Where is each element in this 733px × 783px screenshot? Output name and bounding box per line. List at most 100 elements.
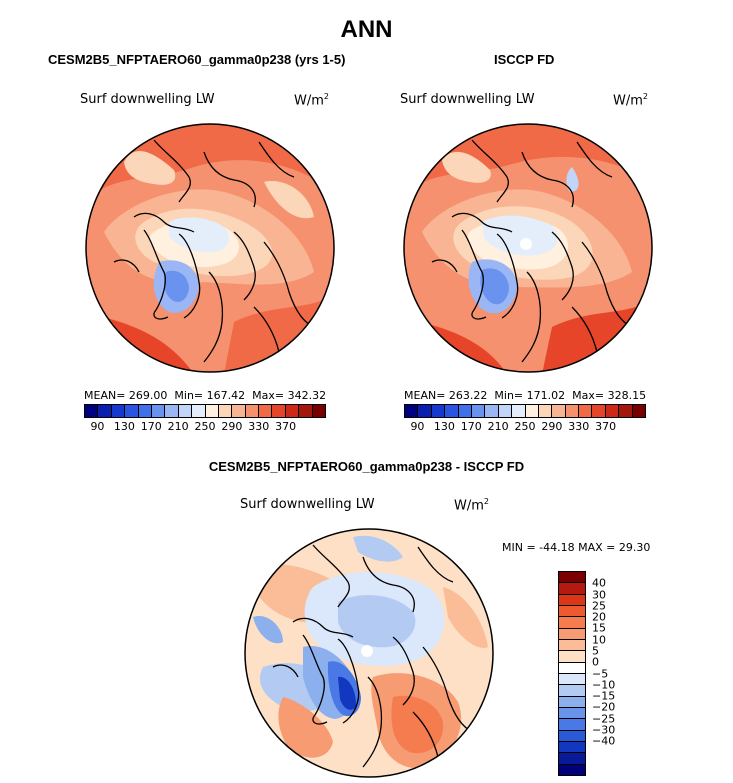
diff-minmax: MIN = -44.18 MAX = 29.30	[502, 541, 651, 554]
model-colorbar-swatch	[178, 405, 193, 417]
obs-colorbar-swatch	[445, 405, 459, 417]
diff-colorbar-swatch	[559, 617, 585, 629]
obs-colorbar-swatch	[471, 405, 486, 417]
obs-colorbar-swatch	[498, 405, 513, 417]
obs-colorbar-tick-label: 170	[460, 420, 482, 433]
obs-colorbar-tick-label: 290	[541, 420, 563, 433]
diff-colorbar-tick-label: −15	[592, 689, 616, 703]
diff-colorbar	[558, 571, 586, 776]
diff-colorbar-swatch	[559, 628, 585, 640]
model-units-label: W/m2	[294, 92, 329, 109]
diff-polar-map	[244, 528, 494, 778]
model-colorbar-swatch	[111, 405, 126, 417]
obs-stats: MEAN= 263.22 Min= 171.02 Max= 328.15	[404, 389, 647, 402]
obs-polar-map	[403, 123, 653, 373]
obs-colorbar-swatch	[418, 405, 432, 417]
model-colorbar-tick-label: 170	[140, 420, 162, 433]
diff-colorbar-swatch	[559, 730, 585, 742]
diff-colorbar-tick-label: 10	[592, 633, 606, 647]
diff-colorbar-tick-label: −25	[592, 712, 616, 726]
obs-units-label: W/m2	[613, 92, 648, 109]
diff-units-label: W/m2	[454, 497, 489, 514]
obs-colorbar-tick-label: 130	[433, 420, 455, 433]
diff-colorbar-swatch	[559, 707, 585, 720]
obs-colorbar-swatch	[552, 405, 566, 417]
diff-colorbar-swatch	[559, 594, 585, 606]
diff-colorbar-tick-label: 20	[592, 610, 606, 624]
model-panel-title: CESM2B5_NFPTAERO60_gamma0p238 (yrs 1-5)	[48, 52, 346, 67]
model-colorbar-tick-label: 290	[221, 420, 243, 433]
diff-colorbar-swatch	[559, 696, 585, 708]
model-colorbar-swatch	[151, 405, 166, 417]
model-colorbar: 90 130 170 210 250 290 330 370	[84, 404, 326, 433]
obs-colorbar-swatch	[619, 405, 633, 417]
diff-colorbar-swatch	[559, 673, 585, 686]
diff-colorbar-tick-label: −10	[592, 678, 616, 692]
obs-colorbar-tick-label: 370	[595, 420, 617, 433]
model-variable-label: Surf downwelling LW	[80, 92, 215, 107]
model-colorbar-swatch	[192, 405, 206, 417]
model-colorbar-swatch	[285, 405, 300, 417]
obs-variable-label: Surf downwelling LW	[400, 92, 535, 107]
model-colorbar-tick-label: 90	[90, 420, 105, 433]
obs-colorbar-swatch	[405, 405, 419, 417]
model-colorbar-tick-label: 250	[194, 420, 216, 433]
diff-variable-label: Surf downwelling LW	[240, 497, 375, 512]
model-colorbar-swatch	[138, 405, 152, 417]
obs-colorbar-tick-label: 210	[487, 420, 509, 433]
model-colorbar-swatch	[165, 405, 179, 417]
model-colorbar-swatch	[205, 405, 219, 417]
model-colorbar-tick-label: 330	[248, 420, 270, 433]
model-polar-map	[85, 123, 335, 373]
model-stats: MEAN= 269.00 Min= 167.42 Max= 342.32	[84, 389, 327, 402]
diff-colorbar-swatch	[559, 605, 585, 618]
main-title: ANN	[340, 16, 393, 43]
model-colorbar-tick-label: 210	[167, 420, 189, 433]
diff-colorbar-tick-label: −40	[592, 734, 616, 748]
diff-colorbar-swatch	[559, 685, 585, 697]
diff-colorbar-tick-label: 0	[592, 655, 599, 669]
obs-colorbar-swatch	[525, 405, 539, 417]
diff-colorbar-swatch	[559, 583, 585, 595]
diff-colorbar-tick-label: −30	[592, 723, 616, 737]
diff-colorbar-swatch	[559, 741, 585, 754]
diff-colorbar-labels: 40 30 25 20 15 10 5 0 −5 −10 −15 −20 −25 −30 −40	[592, 571, 652, 776]
model-colorbar-tick-label: 130	[113, 420, 135, 433]
obs-colorbar-swatch	[485, 405, 499, 417]
obs-colorbar-tick-label: 250	[514, 420, 536, 433]
obs-colorbar-tick-label: 90	[410, 420, 425, 433]
diff-colorbar-swatch	[559, 639, 585, 652]
model-colorbar-swatch	[245, 405, 260, 417]
diff-colorbar-tick-label: 40	[592, 576, 606, 590]
model-colorbar-swatch	[272, 405, 286, 417]
diff-colorbar-tick-label: 15	[592, 621, 606, 635]
diff-colorbar-swatch	[559, 572, 585, 584]
obs-colorbar-swatch	[579, 405, 593, 417]
obs-colorbar-swatch	[512, 405, 526, 417]
obs-colorbar-swatch	[632, 405, 646, 417]
model-colorbar-swatch	[218, 405, 233, 417]
diff-colorbar-swatch	[559, 753, 585, 765]
diff-colorbar-tick-label: −5	[592, 667, 609, 680]
obs-colorbar-swatch	[592, 405, 606, 417]
diff-colorbar-tick-label: 25	[592, 599, 606, 613]
model-colorbar-swatch	[232, 405, 246, 417]
model-colorbar-swatch	[98, 405, 112, 417]
diff-colorbar-swatch	[559, 719, 585, 731]
model-colorbar-swatch	[259, 405, 273, 417]
model-colorbar-swatch	[299, 405, 313, 417]
model-colorbar-swatch	[85, 405, 99, 417]
obs-colorbar: 90 130 170 210 250 290 330 370	[404, 404, 646, 433]
obs-colorbar-swatch	[458, 405, 472, 417]
diff-colorbar-tick-label: −20	[592, 700, 616, 714]
obs-panel-title: ISCCP FD	[494, 52, 555, 67]
obs-colorbar-swatch	[538, 405, 553, 417]
obs-colorbar-swatch	[565, 405, 580, 417]
diff-colorbar-swatch	[559, 662, 585, 674]
diff-colorbar-tick-label: 5	[592, 644, 599, 658]
model-colorbar-swatch	[125, 405, 139, 417]
obs-colorbar-tick-label: 330	[568, 420, 590, 433]
obs-colorbar-swatch	[431, 405, 446, 417]
diff-colorbar-tick-label: 30	[592, 588, 606, 602]
model-colorbar-swatch	[312, 405, 326, 417]
